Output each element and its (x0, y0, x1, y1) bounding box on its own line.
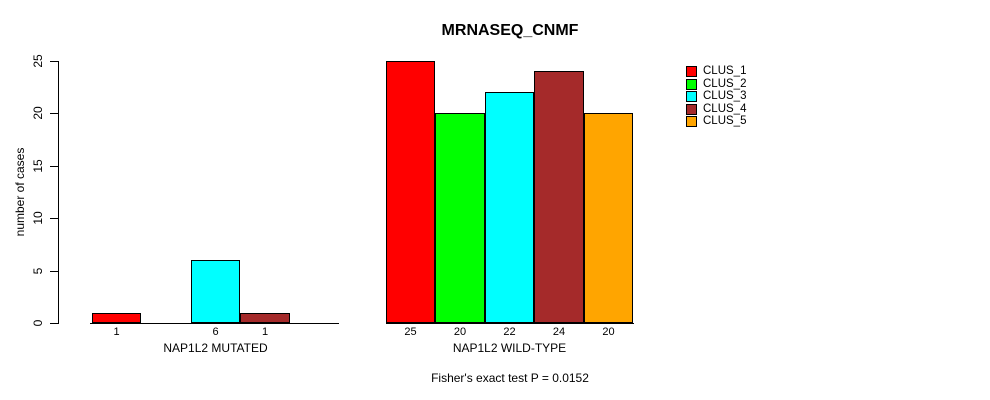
y-tick-label: 0 (31, 319, 45, 327)
group-label: NAP1L2 WILD-TYPE (452, 341, 567, 355)
y-tick-label: 5 (31, 267, 45, 275)
legend-label: CLUS_2 (703, 78, 747, 90)
y-tick-label: 15 (31, 159, 45, 173)
chart-title: MRNASEQ_CNMF (441, 22, 579, 39)
y-axis-line (58, 61, 59, 324)
bar-value-label: 22 (503, 326, 516, 338)
bar-clus_2-group2 (435, 113, 485, 323)
bar-value-label: 6 (212, 326, 219, 338)
y-tick (50, 218, 58, 219)
group-label: NAP1L2 MUTATED (163, 341, 268, 355)
bar-value-label: 1 (113, 326, 120, 338)
group-axis-line (90, 323, 339, 324)
legend-swatch-clus_3 (686, 91, 697, 102)
y-tick-label: 25 (31, 54, 45, 68)
bar-clus_3-group2 (485, 92, 534, 323)
bar-clus_1-group2 (386, 61, 435, 323)
group-axis-line (386, 323, 634, 324)
bar-clus_1-group1 (92, 313, 141, 323)
bar-clus_5-group2 (584, 113, 633, 323)
y-tick (50, 323, 58, 324)
y-tick (50, 166, 58, 167)
bar-value-label: 1 (261, 326, 269, 338)
y-axis-label: number of cases (13, 147, 27, 237)
y-tick-label: 20 (31, 106, 45, 120)
legend-swatch-clus_1 (686, 66, 697, 77)
y-tick (50, 113, 58, 114)
y-tick-label: 10 (31, 211, 45, 225)
legend-label: CLUS_1 (703, 65, 747, 77)
legend-label: CLUS_5 (703, 115, 747, 127)
y-tick (50, 271, 58, 272)
bar-clus_4-group1 (240, 313, 290, 323)
bar-clus_4-group2 (534, 71, 584, 323)
legend-swatch-clus_4 (686, 104, 697, 115)
legend-swatch-clus_5 (686, 116, 697, 127)
legend-label: CLUS_4 (703, 103, 747, 115)
legend-swatch-clus_2 (686, 79, 697, 90)
y-tick (50, 61, 58, 62)
fisher-test-annotation: Fisher's exact test P = 0.0152 (431, 371, 589, 385)
bar-value-label: 20 (453, 326, 467, 338)
legend-label: CLUS_3 (703, 90, 747, 102)
bar-value-label: 24 (552, 326, 566, 338)
bar-value-label: 20 (602, 326, 615, 338)
bar-value-label: 25 (404, 326, 417, 338)
bar-clus_3-group1 (191, 260, 240, 323)
